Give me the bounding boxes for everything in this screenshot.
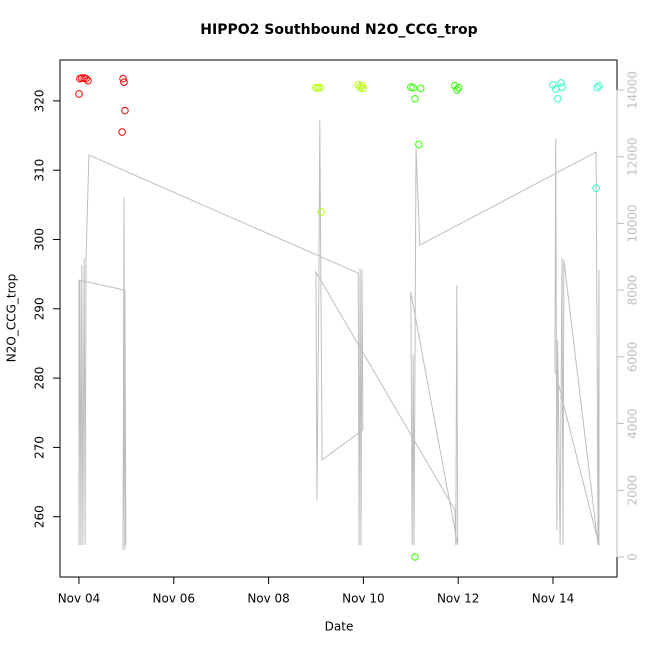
- data-point: [593, 83, 601, 92]
- y2-tick-label: 4000: [626, 408, 640, 439]
- y-tick-label: 320: [33, 89, 47, 112]
- y-tick-label: 280: [33, 367, 47, 390]
- x-axis-label: Date: [325, 620, 354, 634]
- chart-title: HIPPO2 Southbound N2O_CCG_trop: [200, 22, 477, 38]
- data-point: [121, 106, 129, 115]
- data-point: [557, 79, 565, 87]
- data-point: [84, 76, 92, 85]
- y2-tick-label: 10000: [626, 204, 640, 242]
- y-tick-label: 310: [33, 159, 47, 182]
- data-point: [411, 553, 419, 561]
- altitude-line: [78, 119, 600, 551]
- data-point: [82, 74, 90, 83]
- data-point: [451, 81, 459, 90]
- data-point: [416, 84, 425, 93]
- data-point: [317, 207, 325, 216]
- y2-tick-label: 14000: [626, 71, 640, 109]
- y2-tick-label: 2000: [626, 475, 640, 506]
- y2-tick-label: 6000: [626, 342, 640, 373]
- y-tick-label: 300: [33, 228, 47, 251]
- data-point: [78, 74, 86, 82]
- data-point: [75, 90, 83, 98]
- y-tick-label: 270: [33, 436, 47, 459]
- data-point: [118, 128, 126, 136]
- x-tick-label: Nov 12: [437, 592, 480, 606]
- data-point: [119, 74, 127, 83]
- x-tick-label: Nov 10: [342, 592, 385, 606]
- y2-tick-label: 8000: [626, 275, 640, 306]
- data-point: [415, 140, 423, 149]
- data-point: [558, 83, 566, 91]
- x-tick-label: Nov 06: [153, 592, 196, 606]
- plot-frame: [59, 59, 618, 578]
- y-tick-label: 290: [33, 297, 47, 320]
- y2-tick-label: 12000: [626, 138, 640, 176]
- data-point: [452, 86, 461, 94]
- x-tick-label: Nov 08: [247, 592, 290, 606]
- data-point: [411, 95, 419, 103]
- x-tick-label: Nov 14: [532, 592, 575, 606]
- data-point: [120, 78, 128, 86]
- data-point: [356, 83, 364, 92]
- y-axis-label: N2O_CCG_trop: [5, 274, 19, 362]
- data-point: [454, 83, 463, 92]
- data-point: [315, 83, 324, 92]
- y-tick-label: 260: [33, 505, 47, 528]
- data-point: [595, 81, 603, 90]
- data-point: [409, 83, 417, 92]
- x-tick-label: Nov 04: [58, 592, 101, 606]
- data-point: [553, 95, 562, 103]
- data-point: [592, 184, 600, 193]
- data-point: [359, 84, 367, 93]
- y2-tick-label: 0: [626, 553, 640, 561]
- data-point: [312, 83, 320, 92]
- data-point: [314, 83, 322, 92]
